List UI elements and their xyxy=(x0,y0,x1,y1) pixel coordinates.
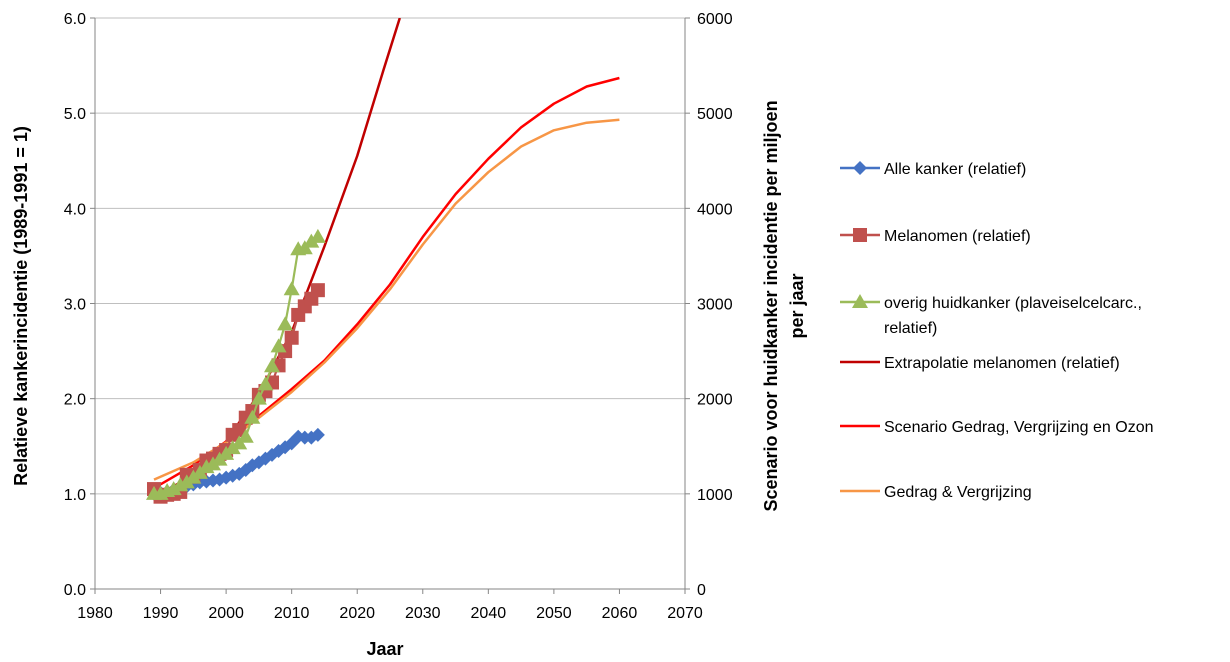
plot-area xyxy=(146,18,620,504)
legend-label: Gedrag & Vergrijzing xyxy=(884,484,1032,501)
legend-item-extrapolatie-melanomen-relatief: Extrapolatie melanomen (relatief) xyxy=(840,355,1120,372)
series-scenario-gedrag-vergrijzing-en-ozon xyxy=(159,76,620,486)
x-tick-labels: 1980 1990 2000 2010 2020 2030 2040 2050 2060 2070 xyxy=(77,605,703,622)
y-left-tick-label: 0.0 xyxy=(64,582,86,599)
x-tick-label: 2050 xyxy=(536,605,572,622)
legend-item-melanomen-relatief: Melanomen (relatief) xyxy=(840,228,1031,245)
series-overig-huidkanker-plaveiselcelcarc-relatief xyxy=(146,228,326,500)
y-left-tick-label: 5.0 xyxy=(64,106,86,123)
y-left-tick-label: 2.0 xyxy=(64,392,86,409)
legend-label: relatief) xyxy=(884,320,937,337)
x-axis-title: Jaar xyxy=(366,639,403,659)
y-left-tick-label: 1.0 xyxy=(64,487,86,504)
x-tick-label: 2060 xyxy=(602,605,638,622)
y-left-tick-label: 4.0 xyxy=(64,201,86,218)
data-point-overig-huidkanker-plaveiselcelcarc-relatief xyxy=(283,281,300,296)
y-right-tick-label: 0 xyxy=(697,582,706,599)
legend-item-gedrag-vergrijzing: Gedrag & Vergrijzing xyxy=(840,484,1032,501)
legend-label: Alle kanker (relatief) xyxy=(884,161,1026,178)
data-point-overig-huidkanker-plaveiselcelcarc-relatief xyxy=(264,358,280,373)
y-right-tick-label: 6000 xyxy=(697,11,733,28)
data-point-alle-kanker-relatief xyxy=(310,427,325,442)
x-tick-label: 2040 xyxy=(471,605,507,622)
legend-label: overig huidkanker (plaveiselcelcarc., xyxy=(884,295,1142,312)
legend-item-overig-huidkanker-plaveiselcelcarc-relatief: overig huidkanker (plaveiselcelcarc., rel… xyxy=(840,294,1142,337)
y-right-tick-label: 2000 xyxy=(697,392,733,409)
y-right-axis-title: Scenario voor huidkanker incidentie per … xyxy=(761,100,781,511)
data-point-overig-huidkanker-plaveiselcelcarc-relatief xyxy=(257,376,274,391)
y-right-tick-label: 5000 xyxy=(697,106,733,123)
gridlines xyxy=(95,17,685,590)
y-right-axis-title-line2: per jaar xyxy=(787,273,807,338)
x-tick-label: 1980 xyxy=(77,605,113,622)
y-left-tick-label: 3.0 xyxy=(64,297,86,314)
series-line-overig-huidkanker-plaveiselcelcarc-relatief xyxy=(154,236,319,495)
data-point-melanomen-relatief xyxy=(310,283,325,298)
x-tick-label: 2020 xyxy=(339,605,375,622)
y-left-axis-title: Relatieve kankerincidentie (1989-1991 = … xyxy=(11,126,31,486)
data-point-overig-huidkanker-plaveiselcelcarc-relatief xyxy=(309,228,326,243)
data-point-alle-kanker-relatief xyxy=(245,458,260,473)
series-line-scenario-gedrag-vergrijzing-en-ozon xyxy=(159,76,620,486)
data-point-overig-huidkanker-plaveiselcelcarc-relatief xyxy=(270,338,287,353)
series-line-extrapolatie-melanomen-relatief xyxy=(159,18,401,495)
y-left-tick-label: 6.0 xyxy=(64,11,86,28)
data-point-overig-huidkanker-plaveiselcelcarc-relatief xyxy=(165,481,182,496)
series-line-gedrag-vergrijzing xyxy=(153,118,620,481)
data-point-overig-huidkanker-plaveiselcelcarc-relatief xyxy=(244,409,261,424)
legend-swatch-marker xyxy=(853,228,867,242)
y-right-tick-label: 1000 xyxy=(697,487,733,504)
y-left-tick-labels: 0.0 1.0 2.0 3.0 4.0 5.0 6.0 xyxy=(64,11,86,599)
y-right-tick-label: 3000 xyxy=(697,297,733,314)
legend-swatch-marker xyxy=(853,161,867,175)
x-tick-label: 2000 xyxy=(208,605,244,622)
data-point-overig-huidkanker-plaveiselcelcarc-relatief xyxy=(237,428,254,443)
data-point-melanomen-relatief xyxy=(232,423,247,438)
legend-item-scenario-gedrag-vergrijzing-en-ozon: Scenario Gedrag, Vergrijzing en Ozon xyxy=(840,419,1153,436)
legend: Alle kanker (relatief) Melanomen (relatie… xyxy=(840,161,1153,501)
legend-item-alle-kanker-relatief: Alle kanker (relatief) xyxy=(840,161,1026,178)
legend-label: Melanomen (relatief) xyxy=(884,228,1031,245)
series-gedrag-vergrijzing xyxy=(153,118,620,481)
legend-label: Scenario Gedrag, Vergrijzing en Ozon xyxy=(884,419,1153,436)
y-right-tick-label: 4000 xyxy=(697,201,733,218)
y-right-tick-labels: 0 1000 2000 3000 4000 5000 6000 xyxy=(697,11,733,599)
x-tick-label: 1990 xyxy=(143,605,179,622)
data-point-overig-huidkanker-plaveiselcelcarc-relatief xyxy=(250,390,267,405)
axes xyxy=(90,17,690,594)
legend-swatch-marker xyxy=(852,294,868,308)
data-point-overig-huidkanker-plaveiselcelcarc-relatief xyxy=(277,316,294,331)
x-tick-label: 2030 xyxy=(405,605,441,622)
x-tick-label: 2070 xyxy=(667,605,703,622)
legend-label: Extrapolatie melanomen (relatief) xyxy=(884,355,1120,372)
data-point-melanomen-relatief xyxy=(284,330,299,345)
series-extrapolatie-melanomen-relatief xyxy=(159,18,401,495)
x-tick-label: 2010 xyxy=(274,605,310,622)
